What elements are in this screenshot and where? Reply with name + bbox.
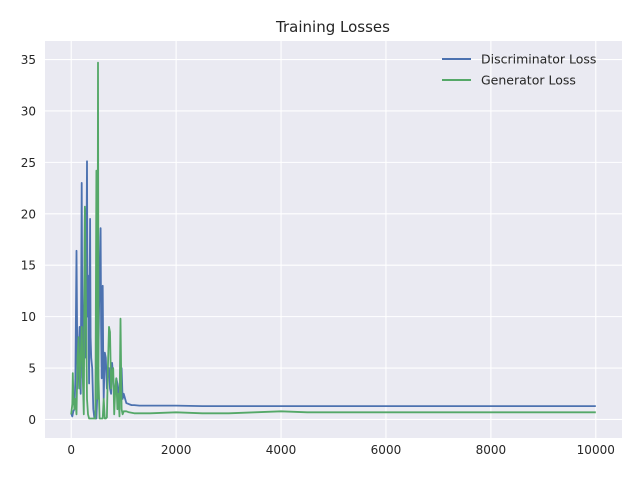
series-line-generator-loss: [70, 61, 596, 420]
y-tick-label: 0: [28, 413, 36, 427]
legend-label: Generator Loss: [481, 73, 576, 88]
x-tick-label: 0: [67, 443, 75, 457]
x-tick-label: 10000: [577, 443, 615, 457]
y-tick-label: 30: [21, 104, 36, 118]
x-tick-label: 4000: [266, 443, 297, 457]
y-tick-label: 10: [21, 310, 36, 324]
legend-label: Discriminator Loss: [481, 52, 596, 67]
y-tick-label: 20: [21, 207, 36, 221]
x-tick-label: 2000: [161, 443, 192, 457]
y-tick-label: 25: [21, 156, 36, 170]
y-tick-label: 15: [21, 259, 36, 273]
series-layer: [70, 61, 596, 420]
y-tick-label: 5: [28, 362, 36, 376]
y-tick-label: 35: [21, 53, 36, 67]
legend: Discriminator Loss Generator Loss: [442, 52, 596, 88]
chart-title: Training Losses: [275, 18, 390, 36]
x-tick-label: 6000: [371, 443, 402, 457]
x-tick-label: 8000: [476, 443, 507, 457]
plot-area: [45, 41, 622, 438]
tick-labels: 0 2000 4000 6000 8000 10000 0 5 10 15 20 25 30 35: [21, 53, 615, 457]
grid: [45, 41, 622, 438]
